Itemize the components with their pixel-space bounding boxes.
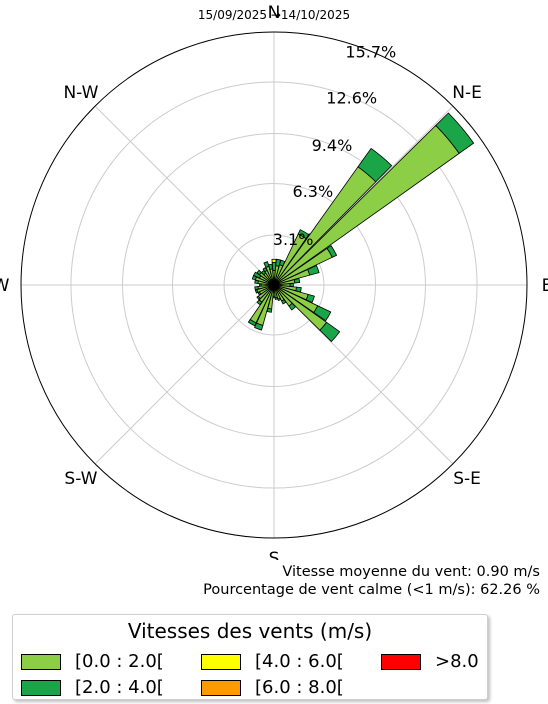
wind-bar-dir170-bin1 (274, 296, 279, 300)
radial-tick-label-0: 3.1% (273, 230, 314, 249)
radial-tick-label-3: 12.6% (326, 88, 377, 107)
direction-label-7: N-W (63, 83, 98, 103)
direction-label-0: N (268, 3, 281, 23)
direction-labels: N N-E E S-E S S-W W N-W (0, 3, 548, 560)
speed-legend: Vitesses des vents (m/s) [0.0 : 2.0[ [2.… (12, 614, 488, 700)
legend-swatch-over-8 (381, 653, 421, 670)
wind-bar-dir340-bin1 (263, 261, 270, 268)
legend-item-over-8: >8.0 (381, 651, 479, 672)
radial-tick-labels: 3.1% 6.3% 9.4% 12.6% 15.7% (273, 42, 396, 249)
direction-label-2: E (542, 276, 548, 296)
wind-bar-dir200-bin1 (254, 322, 264, 331)
radial-tick-label-4: 15.7% (345, 42, 396, 61)
wind-bar-dir270-bin1 (259, 283, 262, 287)
wind-bar-dir300-bin1 (253, 271, 262, 279)
wind-bar-dir310-bin1 (256, 269, 262, 276)
legend-item-6-8: [6.0 : 8.0[ (201, 677, 344, 698)
wind-bar-dir140-bin1 (288, 302, 297, 311)
outer-ring (20, 31, 528, 539)
legend-label-4-6: [4.0 : 6.0[ (255, 651, 344, 672)
grid-spoke-7 (94, 105, 275, 286)
wind-bar-dir160-bin1 (277, 297, 282, 302)
legend-swatch-6-8 (201, 679, 241, 696)
wind-bar-dir120-bin1 (313, 305, 332, 322)
legend-swatch-0-2 (21, 653, 61, 670)
wind-bar-dir150-bin1 (281, 299, 287, 305)
calm-wind-percentage-text: Pourcentage de vent calme (<1 m/s): 62.2… (203, 582, 540, 598)
wind-bar-dir0-bin2 (271, 258, 277, 263)
legend-title: Vitesses des vents (m/s) (127, 619, 373, 643)
wind-bar-dir130-bin1 (319, 321, 341, 343)
wind-bar-dir60-bin1 (326, 245, 338, 258)
legend-item-4-6: [4.0 : 6.0[ (201, 651, 344, 672)
legend-label-6-8: [6.0 : 8.0[ (255, 677, 344, 698)
wind-bar-dir50-bin1 (435, 112, 475, 154)
direction-label-3: S-E (453, 469, 481, 489)
direction-label-5: S-W (64, 469, 97, 489)
legend-item-2-4: [2.0 : 4.0[ (21, 677, 164, 698)
wind-rose-chart: 15/09/2025 →14/10/2025 3.1% 6.3% 9.4% 12.6%… (0, 3, 548, 560)
grid-spoke-5 (94, 284, 275, 465)
wind-bar-dir350-bin1 (268, 263, 273, 270)
mean-wind-speed-text: Vitesse moyenne du vent: 0.90 m/s (282, 564, 540, 580)
wind-bar-dir50-bin0 (273, 124, 460, 286)
wind-bar-dir220-bin1 (256, 299, 263, 306)
radial-tick-label-2: 9.4% (312, 136, 353, 155)
legend-swatch-4-6 (201, 653, 241, 670)
chart-title: 15/09/2025 →14/10/2025 (198, 8, 350, 22)
wind-bar-dir80-bin1 (293, 278, 301, 284)
direction-label-1: N-E (452, 83, 482, 103)
wind-bar-dir210-bin1 (247, 318, 257, 327)
direction-label-4: S (269, 549, 280, 560)
wind-bar-dir110-bin1 (305, 293, 315, 303)
legend-label-2-4: [2.0 : 4.0[ (75, 677, 164, 698)
legend-item-0-2: [0.0 : 2.0[ (21, 651, 164, 672)
wind-bar-dir30-bin1 (297, 229, 310, 240)
wind-bar-dir260-bin1 (254, 286, 259, 291)
legend-swatch-2-4 (21, 679, 61, 696)
wind-bar-dir230-bin1 (256, 295, 261, 301)
direction-label-6: W (0, 276, 10, 296)
radial-tick-label-1: 6.3% (293, 182, 334, 201)
wind-bar-dir70-bin1 (307, 265, 320, 276)
wind-bars (247, 112, 475, 343)
wind-bar-dir40-bin1 (357, 147, 393, 183)
wind-bar-dir90-bin1 (289, 283, 294, 287)
legend-label-over-8: >8.0 (435, 651, 479, 672)
legend-label-0-2: [0.0 : 2.0[ (75, 651, 164, 672)
